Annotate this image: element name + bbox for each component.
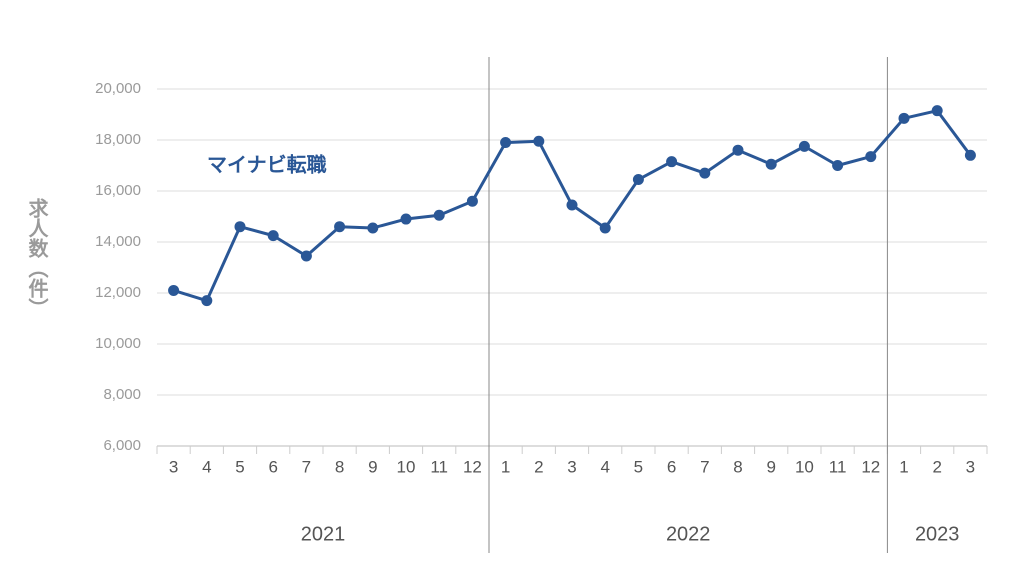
x-tick-label: 3 bbox=[966, 457, 975, 476]
x-tick-label: 2 bbox=[534, 457, 543, 476]
data-point bbox=[865, 151, 877, 163]
x-tick-label: 10 bbox=[397, 457, 416, 476]
data-point bbox=[732, 144, 744, 156]
x-tick-label: 1 bbox=[501, 457, 510, 476]
year-label: 2021 bbox=[301, 523, 346, 545]
data-point bbox=[599, 222, 611, 234]
y-tick-label: 10,000 bbox=[95, 335, 141, 352]
data-point bbox=[367, 222, 379, 234]
x-tick-label: 6 bbox=[667, 457, 676, 476]
x-tick-label: 12 bbox=[463, 457, 482, 476]
data-point bbox=[666, 156, 678, 168]
data-point bbox=[334, 221, 346, 233]
y-tick-label: 18,000 bbox=[95, 131, 141, 148]
data-point bbox=[500, 137, 512, 149]
x-tick-label: 11 bbox=[430, 457, 448, 476]
data-point bbox=[201, 295, 213, 307]
year-label: 2023 bbox=[915, 523, 960, 545]
x-tick-label: 6 bbox=[268, 457, 277, 476]
x-tick-label: 1 bbox=[899, 457, 908, 476]
data-point bbox=[300, 250, 312, 262]
x-tick-label: 5 bbox=[235, 457, 244, 476]
data-point bbox=[400, 213, 412, 225]
data-point bbox=[566, 199, 578, 211]
series-label: マイナビ転職 bbox=[207, 153, 327, 177]
data-point bbox=[931, 105, 943, 117]
x-tick-label: 7 bbox=[700, 457, 709, 476]
x-tick-label: 3 bbox=[567, 457, 576, 476]
x-tick-label: 7 bbox=[302, 457, 311, 476]
y-tick-label: 12,000 bbox=[95, 284, 141, 301]
data-point bbox=[433, 209, 445, 221]
x-tick-label: 8 bbox=[733, 457, 742, 476]
data-point bbox=[898, 112, 910, 124]
x-tick-label: 8 bbox=[335, 457, 344, 476]
data-point bbox=[533, 135, 545, 147]
data-point bbox=[798, 140, 810, 152]
x-tick-label: 9 bbox=[368, 457, 377, 476]
y-tick-label: 20,000 bbox=[95, 80, 141, 97]
data-point bbox=[168, 284, 180, 296]
data-point bbox=[234, 221, 246, 233]
x-tick-label: 5 bbox=[634, 457, 643, 476]
year-label: 2022 bbox=[666, 523, 711, 545]
x-tick-label: 2 bbox=[932, 457, 941, 476]
data-point bbox=[699, 167, 711, 179]
y-tick-label: 8,000 bbox=[103, 386, 141, 403]
x-tick-label: 4 bbox=[202, 457, 211, 476]
y-tick-label: 14,000 bbox=[95, 233, 141, 250]
x-tick-label: 12 bbox=[861, 457, 880, 476]
x-tick-label: 10 bbox=[795, 457, 814, 476]
data-point bbox=[632, 174, 644, 186]
x-tick-label: 11 bbox=[829, 457, 847, 476]
x-tick-label: 4 bbox=[600, 457, 609, 476]
y-tick-label: 16,000 bbox=[95, 182, 141, 199]
data-point bbox=[964, 149, 976, 161]
y-axis-label: 求人数（件） bbox=[25, 198, 49, 318]
x-tick-label: 3 bbox=[169, 457, 178, 476]
data-point bbox=[466, 195, 478, 207]
data-point bbox=[765, 158, 777, 170]
x-tick-label: 9 bbox=[766, 457, 775, 476]
data-point bbox=[832, 160, 844, 171]
data-point bbox=[267, 230, 279, 242]
y-tick-label: 6,000 bbox=[103, 437, 141, 454]
